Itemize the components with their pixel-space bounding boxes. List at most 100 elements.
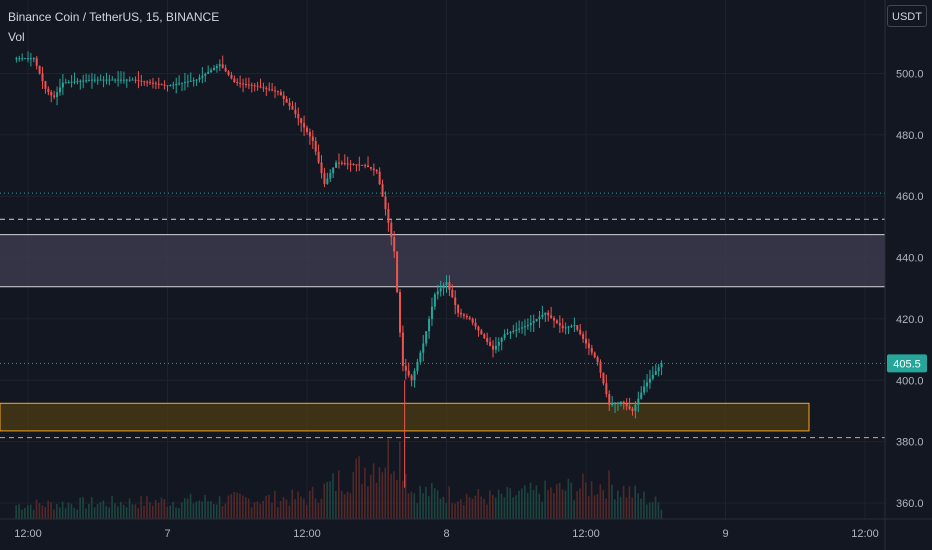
candle-body[interactable] <box>616 402 619 404</box>
candle-body[interactable] <box>85 80 88 82</box>
candle-body[interactable] <box>460 312 463 315</box>
candle-body[interactable] <box>53 95 56 98</box>
candle-body[interactable] <box>244 83 247 85</box>
candle-body[interactable] <box>430 306 433 319</box>
candle-body[interactable] <box>105 79 108 81</box>
time-axis[interactable]: 12:00 7 12:00 8 12:00 9 12:00 <box>14 528 879 540</box>
candle-body[interactable] <box>297 113 300 119</box>
candle-body[interactable] <box>24 58 27 60</box>
candle-body[interactable] <box>643 386 646 393</box>
candle-body[interactable] <box>332 167 335 174</box>
candle-body[interactable] <box>247 84 250 86</box>
candle-body[interactable] <box>587 343 590 349</box>
candle-body[interactable] <box>47 88 50 93</box>
candle-body[interactable] <box>300 118 303 123</box>
candle-body[interactable] <box>67 82 70 84</box>
candle-body[interactable] <box>375 170 378 172</box>
candle-body[interactable] <box>355 164 358 166</box>
candle-body[interactable] <box>76 81 79 83</box>
candle-body[interactable] <box>425 331 428 344</box>
candle-body[interactable] <box>146 81 149 83</box>
candle-body[interactable] <box>471 318 474 323</box>
candle-body[interactable] <box>480 330 483 335</box>
candle-body[interactable] <box>192 80 195 82</box>
candle-body[interactable] <box>61 82 64 88</box>
candle-body[interactable] <box>337 162 340 164</box>
candle-body[interactable] <box>526 325 529 327</box>
candle-body[interactable] <box>448 282 451 290</box>
volume-indicator-label[interactable]: Vol <box>8 30 25 44</box>
candle-body[interactable] <box>236 81 239 84</box>
candle-body[interactable] <box>175 83 178 85</box>
candle-body[interactable] <box>582 334 585 339</box>
candle-body[interactable] <box>303 122 306 128</box>
candle-body[interactable] <box>619 401 622 403</box>
candle-body[interactable] <box>29 58 32 60</box>
candle-body[interactable] <box>120 79 122 81</box>
candle-body[interactable] <box>154 83 157 85</box>
candle-body[interactable] <box>35 58 38 66</box>
candle-body[interactable] <box>387 209 390 223</box>
candle-body[interactable] <box>404 365 407 371</box>
candle-body[interactable] <box>390 222 393 238</box>
candle-body[interactable] <box>614 403 617 405</box>
candle-body[interactable] <box>547 312 550 316</box>
candle-body[interactable] <box>625 404 628 407</box>
candle-body[interactable] <box>151 82 154 84</box>
candle-body[interactable] <box>88 79 91 81</box>
candle-body[interactable] <box>367 165 370 168</box>
candle-body[interactable] <box>538 316 541 319</box>
candle-body[interactable] <box>596 357 599 362</box>
candle-body[interactable] <box>213 68 215 71</box>
candle-body[interactable] <box>468 317 471 319</box>
candle-body[interactable] <box>523 326 526 328</box>
candle-body[interactable] <box>509 331 512 334</box>
candle-body[interactable] <box>489 341 492 346</box>
candle-body[interactable] <box>230 74 233 79</box>
candle-body[interactable] <box>567 326 570 328</box>
candle-body[interactable] <box>611 404 614 406</box>
candle-body[interactable] <box>189 80 192 82</box>
candle-body[interactable] <box>137 80 140 82</box>
candle-body[interactable] <box>349 163 352 165</box>
candle-body[interactable] <box>181 82 184 84</box>
candle-body[interactable] <box>306 127 308 132</box>
candle-body[interactable] <box>163 84 166 86</box>
candle-body[interactable] <box>308 131 311 137</box>
candle-body[interactable] <box>326 178 329 184</box>
candle-body[interactable] <box>285 98 288 103</box>
candle-body[interactable] <box>393 237 396 252</box>
candle-body[interactable] <box>407 370 410 376</box>
candle-body[interactable] <box>399 291 401 333</box>
candle-body[interactable] <box>99 79 102 81</box>
candle-body[interactable] <box>329 173 332 179</box>
candle-body[interactable] <box>233 78 236 82</box>
currency-button[interactable]: USDT <box>887 5 927 27</box>
candle-body[interactable] <box>140 80 143 82</box>
candle-body[interactable] <box>483 334 486 339</box>
candle-body[interactable] <box>186 81 189 83</box>
candle-body[interactable] <box>111 79 114 81</box>
candle-body[interactable] <box>149 82 152 84</box>
candle-body[interactable] <box>314 140 317 152</box>
candle-body[interactable] <box>605 383 608 395</box>
candle-body[interactable] <box>648 378 651 383</box>
candle-body[interactable] <box>442 285 445 289</box>
candle-body[interactable] <box>657 367 660 372</box>
candle-body[interactable] <box>44 81 47 89</box>
candle-body[interactable] <box>157 83 160 85</box>
candle-body[interactable] <box>346 163 349 165</box>
candle-body[interactable] <box>532 320 535 324</box>
candle-body[interactable] <box>500 338 503 342</box>
candle-body[interactable] <box>465 315 468 318</box>
candle-body[interactable] <box>445 282 448 286</box>
candle-body[interactable] <box>128 79 131 81</box>
candle-body[interactable] <box>201 75 204 78</box>
candle-body[interactable] <box>477 326 480 331</box>
candle-body[interactable] <box>317 151 320 163</box>
candle-body[interactable] <box>494 345 497 350</box>
candle-body[interactable] <box>166 85 169 87</box>
candle-body[interactable] <box>134 79 137 81</box>
candle-body[interactable] <box>340 162 343 164</box>
